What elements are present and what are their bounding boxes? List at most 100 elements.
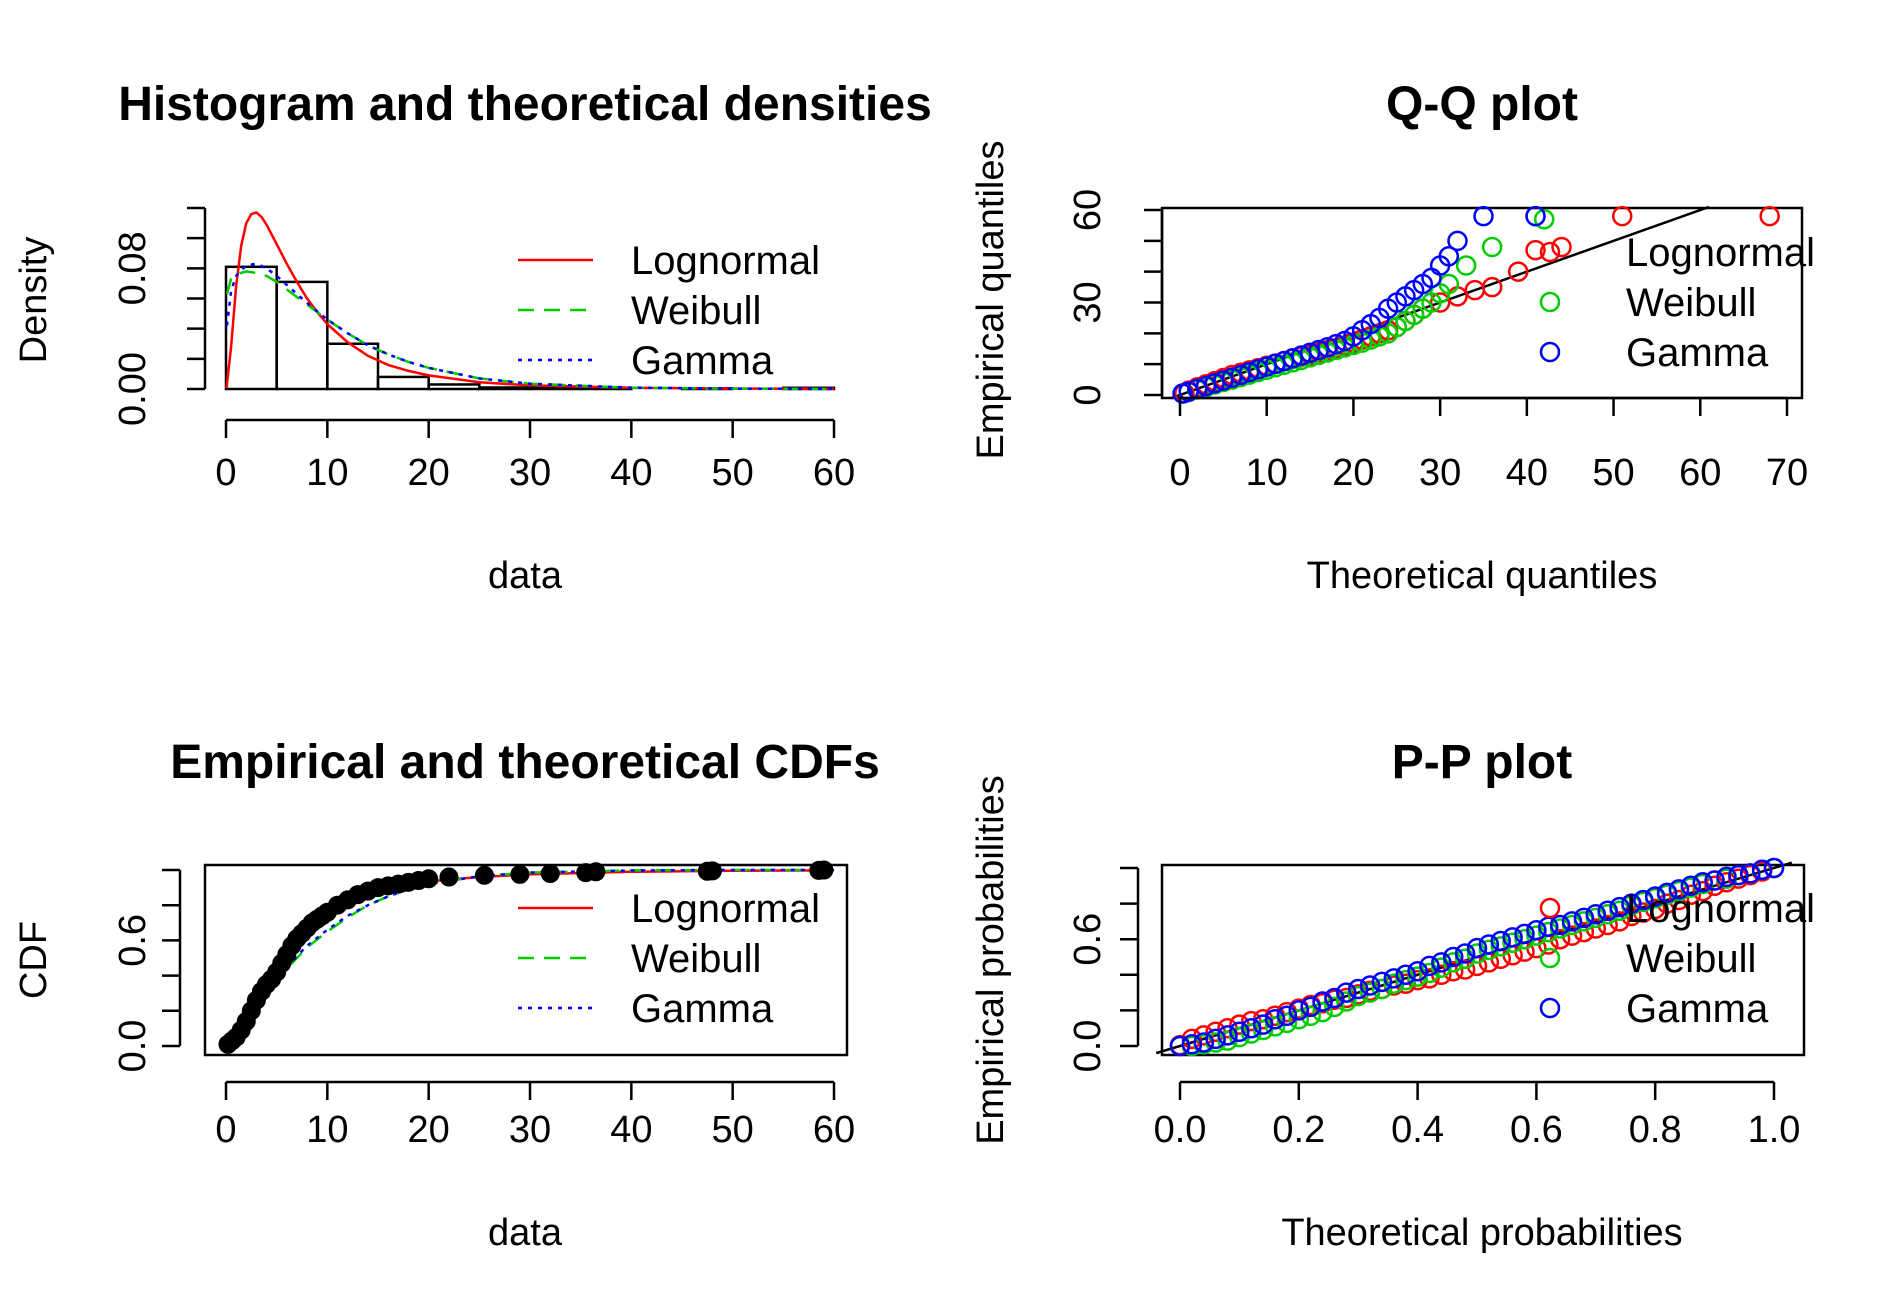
qq-point-gamma xyxy=(1525,205,1546,227)
pp-point-weibull xyxy=(1359,982,1381,1003)
pp-point-gamma xyxy=(1205,1028,1226,1050)
qq-legend: Lognormal Weibull Gamma xyxy=(1539,231,1815,375)
pp-plot-box xyxy=(1160,863,1806,1057)
qq-x-tick-label: 60 xyxy=(1679,452,1721,494)
qq-point-lognormal xyxy=(1525,239,1546,261)
hist-legend-label-gamma: Gamma xyxy=(631,339,774,383)
pp-point-lognormal xyxy=(1668,889,1690,911)
qq-point-lognormal xyxy=(1759,205,1780,227)
hist-xlabel: data xyxy=(488,555,563,597)
pp-point-weibull xyxy=(1538,921,1559,943)
pp-point-weibull xyxy=(1431,957,1452,978)
pp-point-gamma xyxy=(1751,859,1773,881)
qq-points xyxy=(1172,205,1780,404)
cdf-empirical-point xyxy=(510,864,530,884)
pp-point-gamma xyxy=(1478,934,1500,955)
pp-point-gamma xyxy=(1371,971,1393,993)
qq-plot-panel: Q-Q plot Theoretical quantiles Empirical… xyxy=(970,78,1815,597)
hist-curves xyxy=(225,211,835,391)
pp-legend-key-weibull xyxy=(1539,947,1561,969)
hist-y-axis: 0.00 0.08 xyxy=(112,206,207,426)
cdf-ylabel: CDF xyxy=(13,921,55,999)
pp-point-gamma xyxy=(1668,879,1690,900)
qq-legend-label-gamma: Gamma xyxy=(1626,331,1769,375)
pp-y-tick-label: 0.6 xyxy=(1067,913,1109,966)
qq-x-tick-label: 20 xyxy=(1332,452,1374,494)
cdf-empirical-point xyxy=(439,867,459,887)
pp-point-lognormal xyxy=(1692,880,1713,902)
hist-legend: Lognormal Weibull Gamma xyxy=(518,239,820,383)
pp-point-gamma xyxy=(1680,875,1702,897)
pp-y-axis: 0.0 0.6 xyxy=(1067,866,1140,1072)
cdf-x-tick-label: 0 xyxy=(215,1109,236,1151)
pp-point-gamma xyxy=(1549,914,1571,936)
hist-y-tick-label: 0.08 xyxy=(112,231,154,305)
pp-x-tick-label: 0.0 xyxy=(1154,1109,1207,1151)
pp-point-gamma xyxy=(1169,1035,1191,1057)
pp-point-gamma xyxy=(1561,911,1583,932)
pp-x-tick-label: 0.6 xyxy=(1510,1109,1563,1151)
cdf-x-tick-label: 50 xyxy=(712,1109,754,1151)
pp-point-gamma xyxy=(1692,871,1713,893)
qq-point-weibull xyxy=(1438,273,1460,295)
qq-x-tick-label: 30 xyxy=(1419,452,1461,494)
cdf-y-tick-label: 0.0 xyxy=(112,1020,154,1073)
qq-xlabel: Theoretical quantiles xyxy=(1307,555,1658,597)
cdf-empirical-point xyxy=(702,861,722,881)
pp-point-gamma xyxy=(1490,930,1512,952)
pp-point-lognormal xyxy=(1585,918,1607,939)
pp-legend-key-lognormal xyxy=(1539,897,1561,919)
pp-x-axis: 0.0 0.2 0.4 0.6 0.8 1.0 xyxy=(1154,1080,1800,1151)
pp-point-gamma xyxy=(1324,987,1345,1009)
pp-point-gamma xyxy=(1383,968,1405,989)
pp-point-gamma xyxy=(1526,920,1547,941)
pp-point-gamma xyxy=(1407,960,1428,982)
hist-x-tick-label: 20 xyxy=(408,452,450,494)
qq-legend-key-gamma xyxy=(1539,341,1561,363)
pp-point-weibull xyxy=(1407,966,1428,987)
pp-point-gamma xyxy=(1347,978,1369,1000)
qq-legend-label-lognormal: Lognormal xyxy=(1626,231,1815,275)
pp-point-gamma xyxy=(1395,964,1416,986)
pp-plot-panel: P-P plot Theoretical probabilities Empir… xyxy=(970,736,1815,1254)
qq-point-lognormal xyxy=(1611,205,1633,227)
qq-x-tick-label: 10 xyxy=(1246,452,1288,494)
pp-point-weibull xyxy=(1252,1019,1274,1041)
cdf-xlabel: data xyxy=(488,1212,563,1254)
cdf-x-tick-label: 20 xyxy=(408,1109,450,1151)
pp-point-gamma xyxy=(1514,923,1535,945)
pp-legend-key-gamma xyxy=(1539,997,1561,1019)
pp-point-weibull xyxy=(1419,962,1440,984)
pp-point-gamma xyxy=(1573,907,1595,929)
pp-point-lognormal xyxy=(1609,911,1630,932)
pp-point-lognormal xyxy=(1181,1028,1203,1050)
pp-point-gamma xyxy=(1336,982,1357,1003)
hist-curve-lognormal xyxy=(225,211,835,391)
pp-point-weibull xyxy=(1264,1016,1286,1037)
hist-curve-weibull xyxy=(225,270,835,391)
hist-bar xyxy=(528,386,582,391)
qq-y-axis: 0 30 60 xyxy=(1067,189,1164,406)
cdf-x-axis: 0 10 20 30 40 50 60 xyxy=(215,1080,855,1151)
hist-bar xyxy=(478,386,532,391)
qq-legend-label-weibull: Weibull xyxy=(1626,281,1756,325)
hist-legend-label-weibull: Weibull xyxy=(631,289,761,333)
pp-point-gamma xyxy=(1217,1025,1238,1046)
qq-y-tick-label: 30 xyxy=(1067,281,1109,323)
hist-x-tick-label: 0 xyxy=(215,452,236,494)
cdf-empirical-point xyxy=(419,869,439,889)
hist-bar xyxy=(326,342,380,391)
pp-point-gamma xyxy=(1419,955,1440,977)
cdf-x-tick-label: 10 xyxy=(306,1109,348,1151)
histogram-density-panel: Histogram and theoretical densities data… xyxy=(13,78,932,597)
pp-point-gamma xyxy=(1252,1014,1274,1035)
pp-x-tick-label: 0.4 xyxy=(1391,1109,1444,1151)
cdf-title: Empirical and theoretical CDFs xyxy=(170,736,880,789)
qq-y-tick-label: 0 xyxy=(1067,384,1109,405)
qq-point-lognormal xyxy=(1481,276,1503,298)
hist-bar xyxy=(275,280,329,391)
hist-title: Histogram and theoretical densities xyxy=(118,78,932,131)
cdf-x-tick-label: 60 xyxy=(813,1109,855,1151)
pp-point-gamma xyxy=(1466,937,1488,959)
